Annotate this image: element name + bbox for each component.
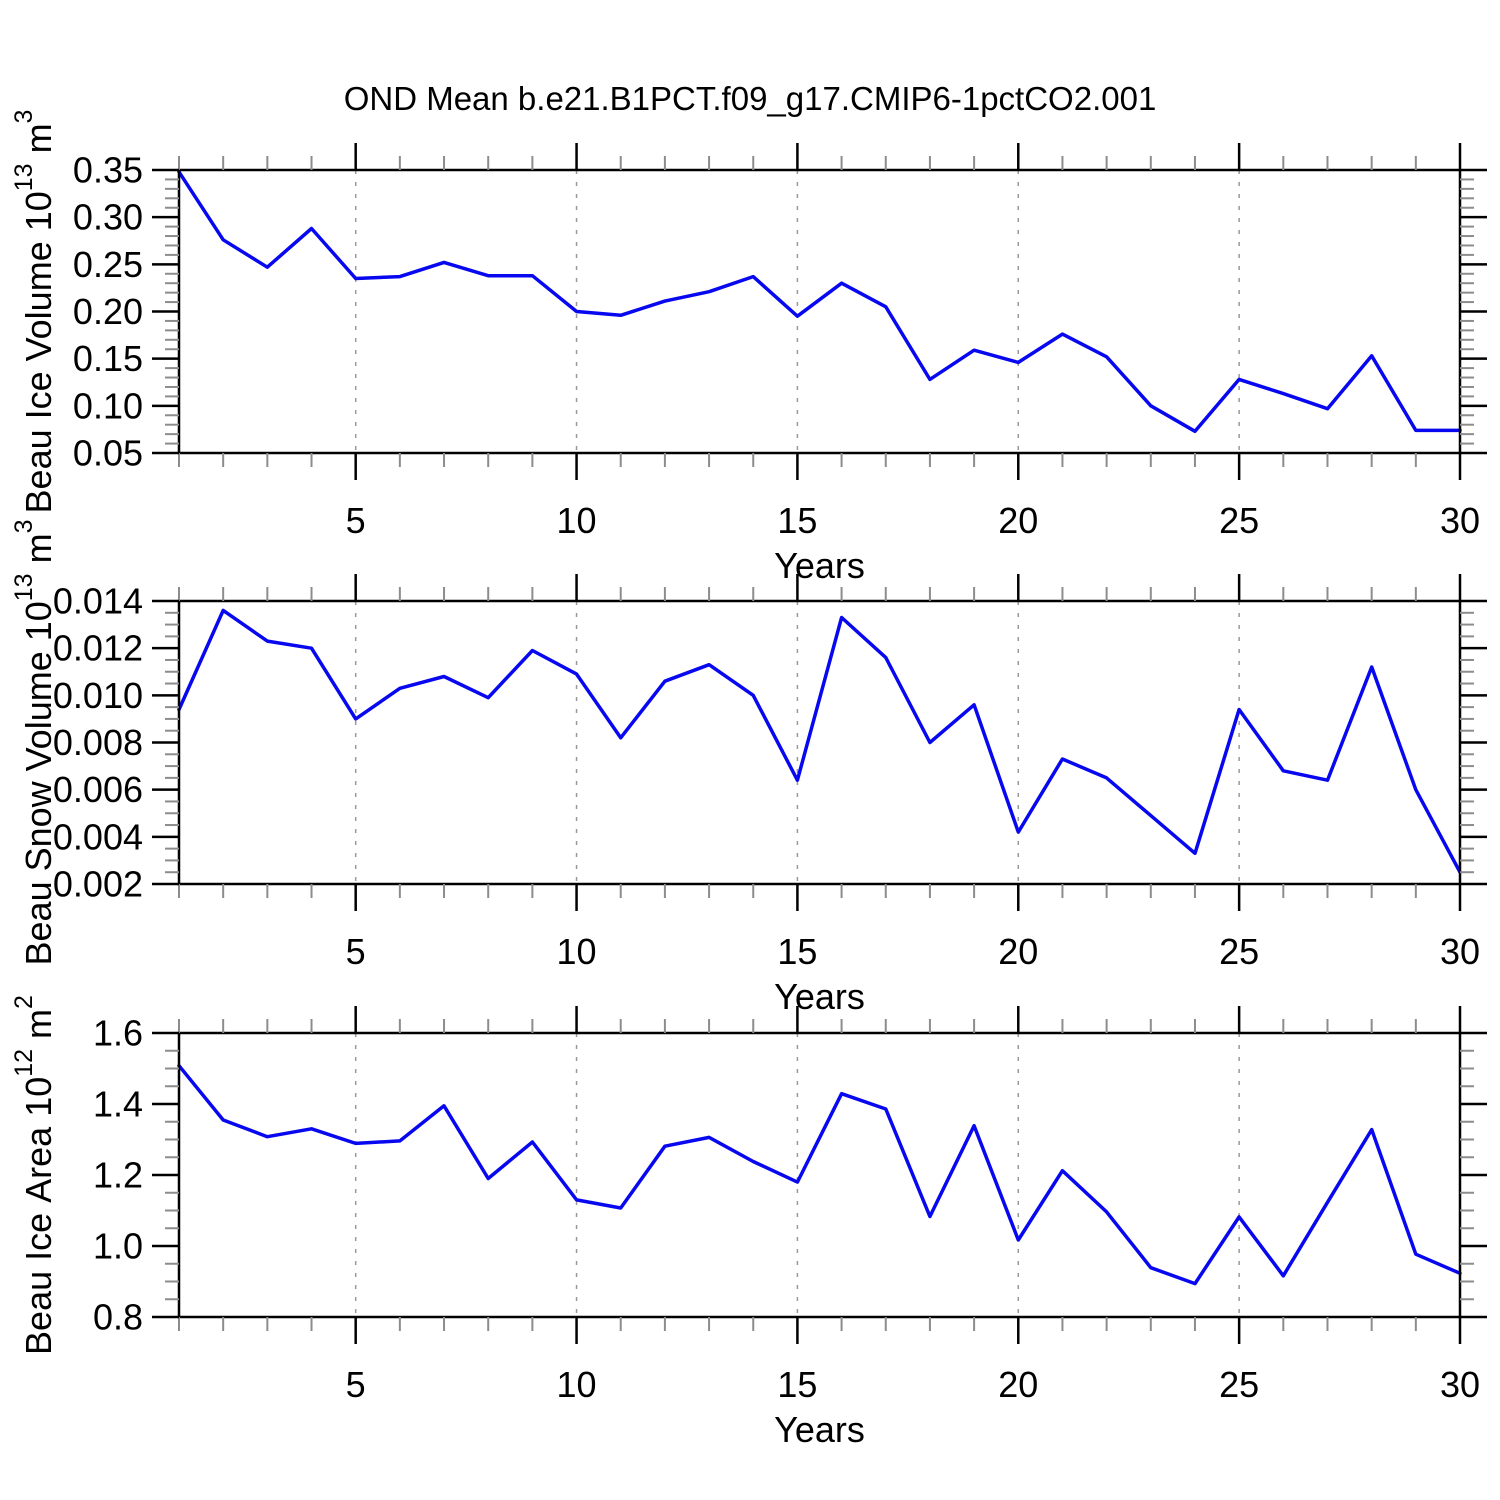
x-tick-label: 30 [1440, 1364, 1480, 1405]
y-tick-label: 1.4 [93, 1084, 143, 1125]
panel-snow-volume: 0.002 0.004 0.006 0.008 0.010 0.012 0.014 5 10 15… [10, 520, 1487, 1017]
x-tick-label: 20 [998, 500, 1038, 541]
x-tick-label: 10 [557, 1364, 597, 1405]
y-tick-label: 0.004 [53, 816, 143, 857]
y-tick-label: 0.010 [53, 675, 143, 716]
y-tick-label: 0.05 [73, 433, 143, 474]
x-tick-label: 15 [777, 931, 817, 972]
y-tick-label: 0.012 [53, 628, 143, 669]
x-axis-title: Years [774, 1409, 865, 1450]
x-tick-label: 25 [1219, 1364, 1259, 1405]
x-axis-title: Years [774, 545, 865, 586]
x-tick-label: 10 [557, 931, 597, 972]
x-tick-label: 20 [998, 931, 1038, 972]
y-tick-label: 0.002 [53, 864, 143, 905]
chart-title: OND Mean b.e21.B1PCT.f09_g17.CMIP6-1pctC… [343, 80, 1157, 117]
x-tick-label: 5 [346, 931, 366, 972]
x-tick-label: 5 [346, 500, 366, 541]
x-tick-label: 15 [777, 1364, 817, 1405]
x-tick-label: 25 [1219, 931, 1259, 972]
x-tick-label: 15 [777, 500, 817, 541]
x-tick-label: 10 [557, 500, 597, 541]
y-tick-label: 1.6 [93, 1013, 143, 1054]
y-tick-label: 0.30 [73, 197, 143, 238]
y-axis-title: Beau Snow Volume 1013 m3 [10, 520, 59, 966]
y-tick-label: 0.014 [53, 581, 143, 622]
x-tick-label: 20 [998, 1364, 1038, 1405]
y-tick-label: 0.35 [73, 150, 143, 191]
y-axis-title: Beau Ice Volume 1013 m3 [10, 110, 59, 514]
panel-ice-area: 0.8 1.0 1.2 1.4 1.6 5 10 15 20 25 30 Years Beau Ice … [10, 995, 1487, 1450]
panel-frame [177, 599, 1462, 886]
y-tick-label: 0.008 [53, 722, 143, 763]
x-tick-label: 30 [1440, 931, 1480, 972]
y-axis-title: Beau Ice Area 1012 m2 [10, 995, 59, 1355]
y-tick-label: 1.2 [93, 1155, 143, 1196]
y-tick-label: 0.15 [73, 338, 143, 379]
panel-frame [177, 1031, 1462, 1319]
y-tick-label: 0.25 [73, 244, 143, 285]
panel-ice-volume: 0.05 0.10 0.15 0.20 0.25 0.30 0.35 5 10 15 20 25 30 Y… [10, 110, 1487, 586]
x-tick-label: 5 [346, 1364, 366, 1405]
y-tick-label: 0.10 [73, 385, 143, 426]
y-tick-label: 0.20 [73, 291, 143, 332]
snow-volume-line [177, 608, 1462, 874]
panel-frame [177, 168, 1462, 455]
y-tick-label: 0.8 [93, 1297, 143, 1338]
x-tick-label: 25 [1219, 500, 1259, 541]
ice-volume-line [177, 170, 1462, 434]
y-tick-label: 1.0 [93, 1226, 143, 1267]
y-tick-label: 0.006 [53, 769, 143, 810]
x-axis-title: Years [774, 976, 865, 1017]
ice-area-line [177, 1063, 1462, 1286]
x-tick-label: 30 [1440, 500, 1480, 541]
